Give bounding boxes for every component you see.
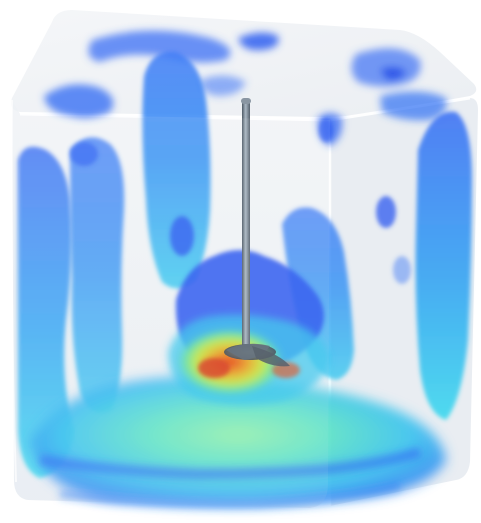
flow-pillar-right-wall xyxy=(415,111,472,421)
flow-pillar-center-right xyxy=(282,207,354,380)
impeller-shaft xyxy=(242,100,250,352)
flow-pillar-center-left xyxy=(142,51,211,289)
flow-pillar-left-wall xyxy=(18,146,74,478)
flow-pillar-left xyxy=(70,137,125,413)
floating-vortex-blobs xyxy=(70,118,411,284)
floor-edge-ridges xyxy=(39,447,422,509)
impeller-assembly xyxy=(224,98,290,367)
